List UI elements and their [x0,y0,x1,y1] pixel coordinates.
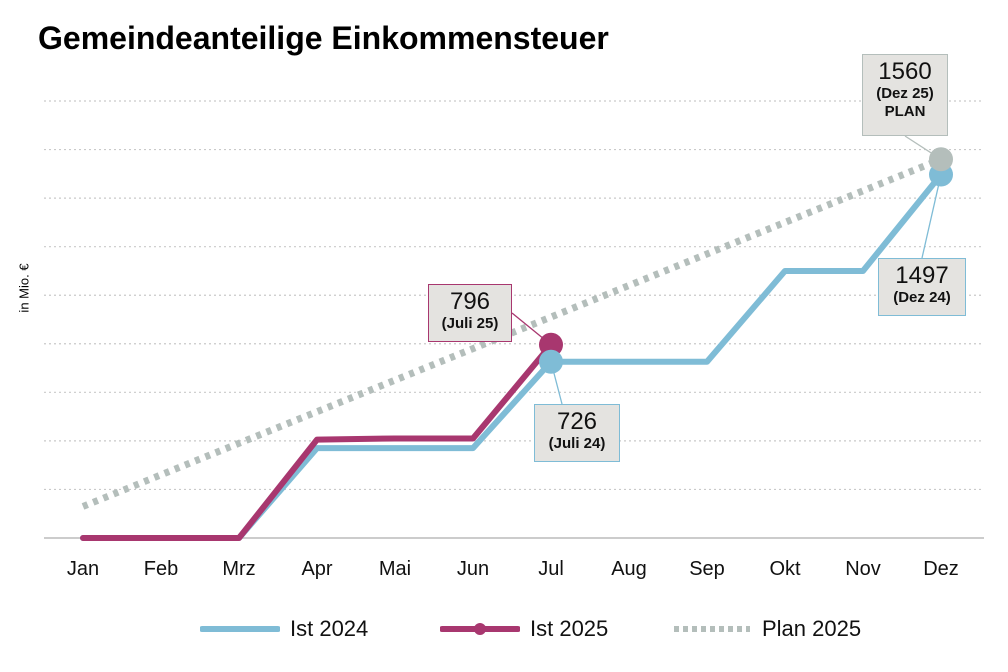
data-point-plan-2025-dez [929,147,953,172]
annotation-box: 796 (Juli 25) [428,284,512,342]
x-tick-label: Nov [845,558,881,580]
series-line-ist-2024 [80,171,944,541]
series-line-ist-2025 [80,341,554,541]
legend: Ist 2024 Ist 2025 Plan 2025 [0,614,1008,644]
annotation-box: 1497 (Dez 24) [878,258,966,316]
x-tick-label: Mrz [222,558,255,580]
annotation-value: 1497 [895,262,949,289]
annotation-box: 1560 (Dez 25) PLAN [862,54,948,136]
legend-item-ist-2025: Ist 2025 [440,614,608,644]
annotation-box: 726 (Juli 24) [534,404,620,462]
x-tick-label: Okt [769,558,801,580]
annotation-plan-tag: PLAN [884,103,926,120]
x-tick-label: Mai [379,558,411,580]
data-point-ist-2025-jul [539,332,563,357]
legend-swatch-plan-2025 [674,626,750,632]
x-tick-label: Apr [301,558,332,580]
series-lines [80,156,944,541]
legend-label-ist-2024: Ist 2024 [290,616,369,641]
legend-swatch-ist-2025 [440,623,520,635]
x-tick-label: Jul [538,558,564,580]
legend-item-plan-2025: Plan 2025 [672,614,861,644]
annotation-date: (Dez 24) [893,289,951,306]
x-tick-label: Jun [457,558,489,580]
x-axis-ticks: Jan Feb Mrz Apr Mai Jun Jul Aug Sep Okt Nov Dez [67,558,959,580]
gridlines [44,100,984,539]
legend-label-ist-2025: Ist 2025 [530,616,609,641]
series-markers [539,147,953,374]
x-tick-label: Aug [611,558,647,580]
annotation-value: 1560 [878,58,932,85]
data-point-ist-2024-jul [539,349,563,374]
annotation-date: (Juli 24) [548,435,606,452]
x-tick-label: Dez [923,558,959,580]
annotation-value: 726 [556,408,598,435]
annotation-value: 796 [449,288,491,315]
annotation-connector [921,174,942,259]
x-tick-label: Sep [689,558,725,580]
annotation-date: (Dez 25) [876,85,934,102]
series-line-plan-2025 [81,156,943,510]
legend-item-ist-2024: Ist 2024 [200,614,368,644]
x-tick-label: Jan [67,558,99,580]
legend-label-plan-2025: Plan 2025 [762,616,862,641]
legend-swatch-ist-2024 [200,626,280,632]
annotation-date: (Juli 25) [441,315,499,332]
x-tick-label: Feb [144,558,178,580]
chart-title: Gemeindeanteilige Einkommensteuer [38,20,609,56]
